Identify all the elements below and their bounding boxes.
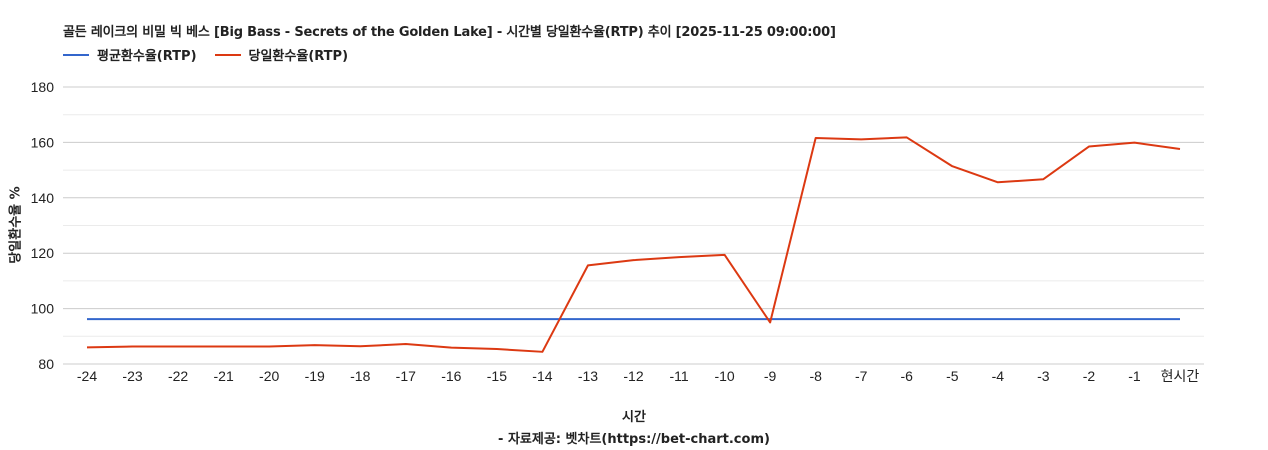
x-tick-label: -13 (578, 368, 598, 384)
legend-item-average-rtp[interactable]: 평균환수율(RTP) (63, 45, 197, 64)
legend-label-daily-rtp: 당일환수율(RTP) (248, 49, 349, 64)
y-tick-label: 160 (31, 134, 55, 150)
y-axis-ticks: 80 100 120 140 160 180 (31, 79, 55, 372)
x-tick-label: -24 (77, 368, 97, 384)
x-tick-label: -5 (946, 368, 959, 384)
x-tick-label: -19 (305, 368, 325, 384)
legend: 평균환수율(RTP) 당일환수율(RTP) (63, 45, 366, 64)
x-tick-label: -15 (487, 368, 507, 384)
x-axis-label: 시간 (622, 410, 646, 425)
x-tick-label: -1 (1128, 368, 1141, 384)
x-tick-label: -18 (350, 368, 370, 384)
x-tick-label: -4 (992, 368, 1005, 384)
x-tick-label: -12 (623, 368, 643, 384)
y-tick-label: 120 (31, 245, 55, 261)
y-tick-label: 100 (31, 301, 55, 317)
chart-title: 골든 레이크의 비밀 빅 베스 [Big Bass - Secrets of t… (63, 25, 836, 40)
daily-rtp-line[interactable] (86, 136, 1181, 353)
y-tick-label: 140 (31, 190, 55, 206)
x-tick-label: -6 (901, 368, 914, 384)
x-tick-label: -3 (1037, 368, 1050, 384)
x-tick-label: -2 (1083, 368, 1096, 384)
x-tick-label: -23 (122, 368, 142, 384)
x-tick-label: -7 (855, 368, 868, 384)
x-tick-label: -11 (669, 368, 688, 384)
x-tick-label: 현시간 (1161, 368, 1200, 384)
x-tick-label: -16 (441, 368, 461, 384)
y-axis-label: 당일환수율 % (8, 186, 24, 264)
x-tick-label: -10 (714, 368, 734, 384)
legend-label-average-rtp: 평균환수율(RTP) (97, 49, 197, 64)
series-lines (86, 136, 1181, 353)
x-axis-ticks: -24 -23 -22 -21 -20 -19 -18 -17 -16 -15 -14 -13 -12 -… (77, 368, 1200, 384)
y-tick-label: 80 (38, 356, 54, 372)
data-source-credit: - 자료제공: 벳차트(https://bet-chart.com) (498, 432, 770, 447)
average-rtp-swatch-icon (63, 53, 89, 56)
legend-item-daily-rtp[interactable]: 당일환수율(RTP) (214, 45, 349, 64)
x-tick-label: -8 (809, 368, 822, 384)
x-tick-label: -21 (214, 368, 234, 384)
x-tick-label: -20 (259, 368, 279, 384)
x-tick-label: -9 (764, 368, 777, 384)
daily-rtp-swatch-icon (214, 53, 241, 56)
x-tick-label: -14 (532, 368, 552, 384)
x-tick-label: -17 (396, 368, 416, 384)
gridlines (63, 86, 1204, 365)
x-tick-label: -22 (168, 368, 188, 384)
y-tick-label: 180 (31, 79, 55, 95)
